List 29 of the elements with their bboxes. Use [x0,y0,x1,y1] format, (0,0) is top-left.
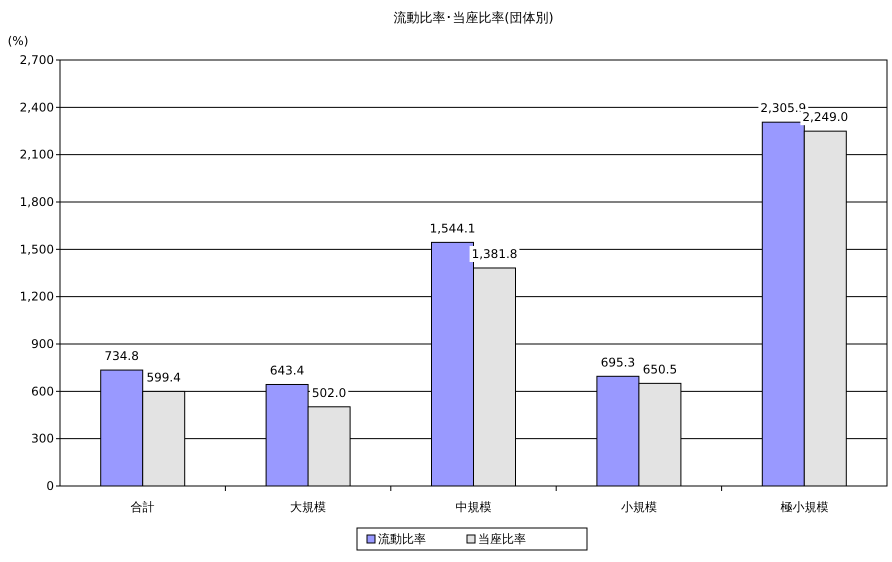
x-tick-label: 小規模 [620,500,657,514]
x-tick-label: 合計 [130,500,155,514]
data-label: 2,305.9 [760,101,806,116]
data-label: 502.0 [312,386,346,400]
data-label: 695.3 [600,355,636,370]
data-label: 1,381.8 [472,246,518,261]
data-label: 650.5 [642,362,678,376]
data-label: 599.4 [146,370,181,384]
x-tick-label: 極小規模 [780,500,828,514]
y-tick-label: 2,100 [20,148,54,162]
y-tick-label: 900 [31,337,54,351]
legend-label: 流動比率 [378,532,426,546]
y-tick-label: 2,400 [20,100,54,114]
y-axis-title: (%) [8,34,28,48]
data-label: 734.8 [104,349,139,364]
y-tick-label: 2,700 [20,53,54,67]
y-tick-label: 1,500 [20,242,54,256]
data-label: 1,544.1 [430,221,476,236]
y-tick-label: 600 [31,384,54,398]
y-tick-label: 0 [46,479,54,493]
y-tick-label: 1,800 [20,195,54,209]
y-tick-label: 1,200 [20,290,54,304]
chart-title: 流動比率･当座比率(団体別) [393,10,554,26]
legend-label: 当座比率 [478,532,526,546]
y-tick-label: 300 [31,432,54,446]
data-label: 643.4 [270,363,304,378]
x-tick-label: 中規模 [456,500,492,514]
x-tick-label: 大規模 [290,500,326,514]
data-label: 2,249.0 [802,110,848,124]
